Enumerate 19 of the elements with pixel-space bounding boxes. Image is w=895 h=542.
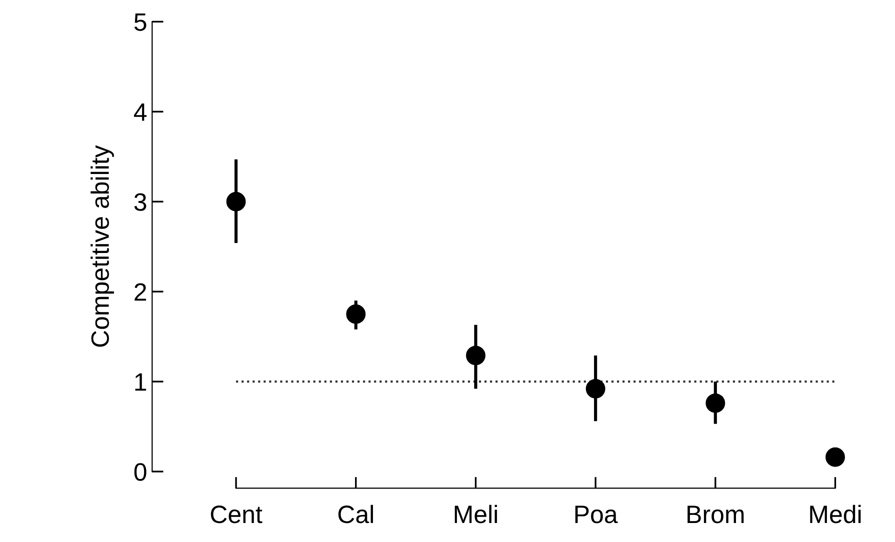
y-tick-label: 0 — [134, 463, 146, 481]
y-tick-label: 2 — [134, 283, 146, 301]
y-tick-label: 1 — [135, 373, 146, 391]
x-tick-label: Medi — [810, 504, 861, 524]
y-tick-label: 3 — [134, 193, 146, 211]
y-tick-label: 4 — [134, 104, 147, 121]
point — [706, 393, 726, 413]
x-tick-label: Brom — [688, 506, 744, 524]
point — [466, 346, 486, 366]
point — [826, 447, 845, 467]
y-tick-label: 5 — [134, 14, 146, 31]
y-axis-title: Competitive ability — [90, 145, 114, 347]
point — [586, 379, 606, 398]
x-tick-label: Poa — [575, 506, 618, 524]
point — [226, 192, 246, 212]
x-tick-label: Meli — [454, 504, 497, 524]
x-tick-label: Cent — [210, 506, 262, 524]
x-tick-label: Cal — [338, 504, 373, 524]
point — [346, 304, 366, 324]
